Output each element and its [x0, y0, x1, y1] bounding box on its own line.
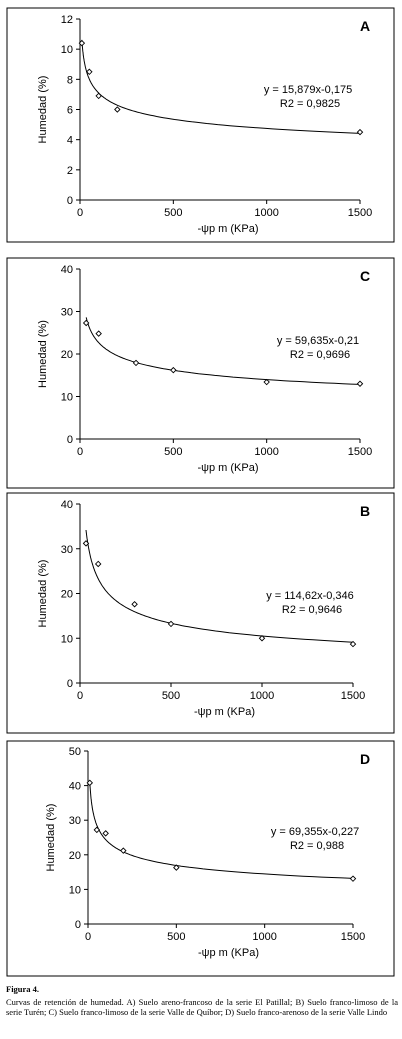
data-point — [86, 779, 94, 787]
y-tick-label: 10 — [69, 884, 81, 896]
fit-r2: R2 = 0,9825 — [280, 98, 340, 110]
y-axis-label: Humedad (%) — [37, 76, 49, 144]
y-tick-label: 40 — [61, 264, 73, 276]
trendline — [85, 529, 354, 643]
y-tick-label: 20 — [61, 349, 73, 361]
data-point — [114, 106, 121, 113]
y-tick-label: 8 — [67, 74, 73, 86]
panel-frame — [6, 257, 395, 489]
x-tick-label: 500 — [162, 690, 180, 702]
fit-equation: y = 114,62x-0,346 — [266, 590, 354, 602]
data-point — [349, 640, 357, 648]
panel-frame — [6, 7, 395, 243]
data-point — [258, 635, 266, 642]
fit-r2: R2 = 0,9696 — [290, 349, 350, 361]
y-tick-label: 20 — [69, 850, 81, 862]
figure-caption: Figura 4. Curvas de retención de humedad… — [6, 984, 398, 1017]
y-tick-label: 30 — [61, 544, 73, 556]
x-tick-label: 1500 — [341, 931, 365, 943]
data-point — [173, 864, 180, 871]
data-point — [170, 366, 177, 374]
fit-equation: y = 69,355x-0,227 — [271, 826, 359, 838]
y-tick-label: 30 — [61, 307, 73, 319]
y-tick-label: 12 — [61, 14, 73, 26]
y-tick-label: 30 — [69, 815, 81, 827]
y-tick-label: 50 — [69, 746, 81, 758]
panel-label: A — [360, 18, 370, 34]
y-tick-label: 20 — [61, 589, 73, 601]
chart-panel-a: 0 2 4 6 8 10 12 0 500 1000 1500 Humedad (%) -ψp m (K… — [6, 7, 395, 243]
y-tick-label: 6 — [67, 105, 73, 117]
y-axis-label: Humedad (%) — [37, 560, 49, 628]
panel-label: C — [360, 268, 370, 284]
x-tick-label: 1000 — [250, 690, 274, 702]
y-tick-label: 10 — [61, 633, 73, 645]
caption-title: Figura 4. — [6, 984, 40, 994]
data-point — [120, 847, 127, 854]
y-tick-label: 0 — [75, 919, 81, 931]
trendline — [81, 39, 361, 134]
y-axis-label: Humedad (%) — [37, 320, 49, 388]
y-tick-label: 4 — [67, 135, 73, 147]
y-axis-label: Humedad (%) — [45, 804, 57, 872]
chart-panel-c: 0 10 20 30 40 0 500 1000 1500 Humedad (%) -ψp m (K… — [6, 257, 395, 489]
fit-r2: R2 = 0,9646 — [282, 604, 342, 616]
x-tick-label: 1500 — [348, 207, 372, 219]
x-tick-label: 1500 — [348, 446, 372, 458]
x-axis-label: -ψp m (KPa) — [194, 706, 255, 718]
caption-text: Curvas de retención de humedad. A) Suelo… — [6, 997, 398, 1017]
y-tick-label: 0 — [67, 195, 73, 207]
data-point — [263, 378, 270, 386]
panel-label: B — [360, 503, 370, 519]
y-tick-label: 10 — [61, 44, 73, 56]
x-axis-label: -ψp m (KPa) — [197, 462, 258, 474]
data-point — [349, 875, 357, 882]
data-point — [131, 601, 138, 608]
x-axis-label: -ψp m (KPa) — [198, 947, 259, 959]
y-tick-label: 40 — [69, 781, 81, 793]
data-point — [132, 359, 140, 367]
data-point — [95, 92, 102, 100]
fit-r2: R2 = 0,988 — [290, 840, 344, 852]
chart-panel-b: 0 10 20 30 40 0 500 1000 1500 Humedad (%) -ψp m (K… — [6, 492, 395, 734]
data-point — [102, 830, 109, 837]
data-point — [95, 330, 102, 337]
fit-equation: y = 15,879x-0,175 — [264, 84, 352, 96]
x-tick-label: 1000 — [254, 207, 278, 219]
x-tick-label: 500 — [164, 446, 182, 458]
x-tick-label: 1000 — [252, 931, 276, 943]
data-point — [167, 620, 175, 628]
data-point — [78, 39, 86, 47]
data-point — [82, 540, 90, 547]
x-tick-label: 0 — [77, 690, 83, 702]
data-point — [93, 826, 101, 834]
x-tick-label: 1500 — [341, 690, 365, 702]
x-tick-label: 0 — [77, 446, 83, 458]
trendline — [85, 317, 361, 385]
fit-equation: y = 59,635x-0,21 — [277, 335, 359, 347]
data-point — [94, 560, 102, 568]
y-tick-label: 10 — [61, 392, 73, 404]
panel-frame — [6, 740, 395, 977]
panel-label: D — [360, 751, 370, 767]
x-tick-label: 1000 — [254, 446, 278, 458]
x-axis-label: -ψp m (KPa) — [197, 223, 258, 235]
x-tick-label: 0 — [77, 207, 83, 219]
y-tick-label: 2 — [67, 165, 73, 177]
x-tick-label: 500 — [164, 207, 182, 219]
y-tick-label: 0 — [67, 434, 73, 446]
trendline — [89, 781, 354, 879]
y-tick-label: 40 — [61, 499, 73, 511]
data-point — [82, 319, 90, 327]
data-point — [356, 128, 364, 136]
y-tick-label: 0 — [67, 678, 73, 690]
x-tick-label: 0 — [85, 931, 91, 943]
data-point — [86, 68, 93, 76]
panel-frame — [6, 492, 395, 734]
x-tick-label: 500 — [167, 931, 185, 943]
data-point — [356, 380, 364, 387]
